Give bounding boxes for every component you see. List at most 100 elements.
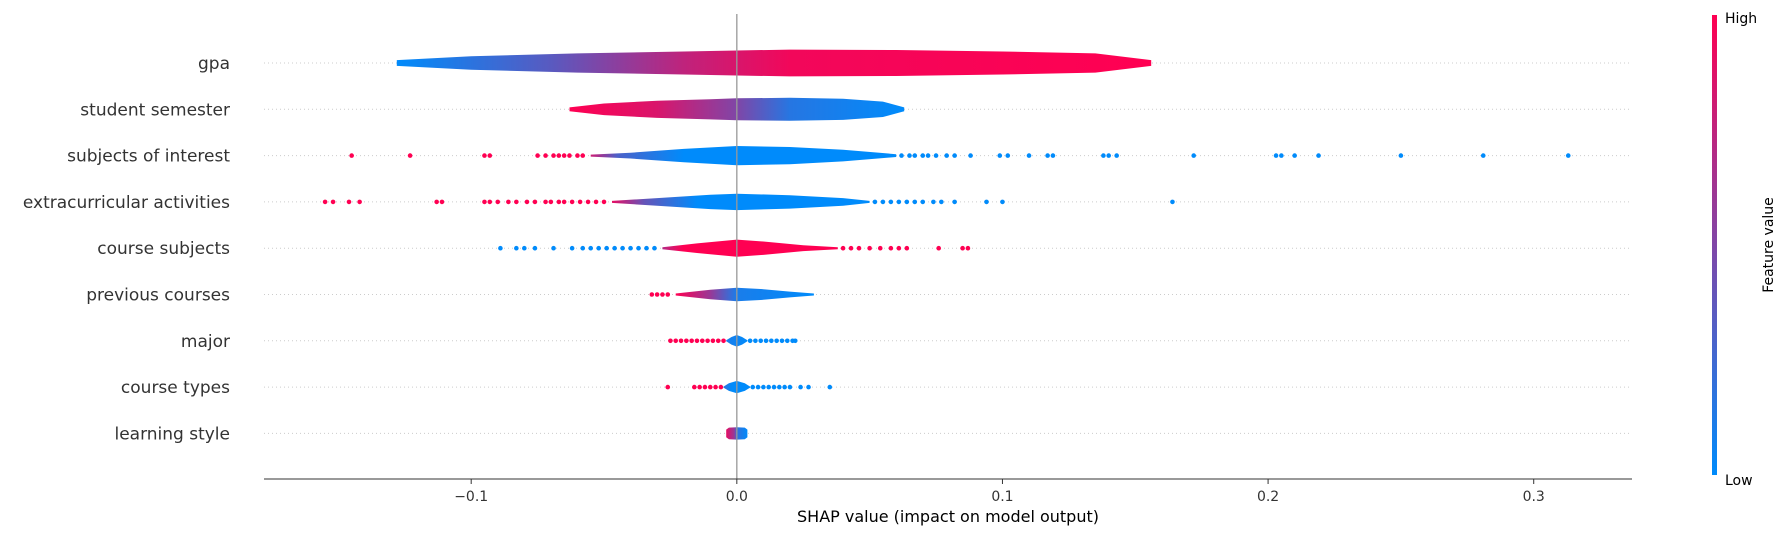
outlier-point	[707, 384, 713, 390]
outlier-point	[1565, 153, 1571, 158]
outlier-point	[668, 338, 673, 344]
outlier-point	[561, 199, 567, 205]
outlier-point	[798, 384, 803, 390]
violin-shape	[675, 287, 814, 302]
outlier-point	[612, 245, 617, 251]
outlier-point	[877, 245, 883, 251]
feature-label: course types	[121, 378, 230, 398]
colorbar-gradient	[1712, 15, 1717, 475]
outlier-point	[907, 153, 912, 158]
outlier-point	[944, 153, 949, 158]
violin-shape	[612, 193, 870, 211]
outlier-point	[1292, 153, 1297, 158]
outlier-point	[888, 245, 894, 251]
outlier-point	[1005, 153, 1011, 158]
outlier-point	[689, 338, 694, 344]
outlier-point	[699, 338, 705, 344]
outlier-point	[984, 199, 989, 205]
outlier-point	[888, 199, 894, 205]
outlier-point	[535, 153, 540, 158]
colorbar: High Low Feature value	[1712, 11, 1777, 489]
outlier-point	[577, 199, 583, 205]
outlier-point	[1101, 153, 1106, 158]
outlier-point	[649, 292, 655, 297]
feature-row: course types	[121, 378, 1632, 398]
outlier-point	[569, 199, 575, 205]
outlier-point	[755, 384, 761, 390]
outlier-point	[569, 245, 575, 251]
outlier-point	[585, 199, 591, 205]
outlier-point	[965, 245, 971, 251]
feature-row: course subjects	[97, 239, 1632, 259]
feature-row: previous courses	[86, 286, 1632, 306]
outlier-point	[715, 338, 721, 344]
outlier-point	[774, 338, 779, 344]
outlier-point	[692, 384, 697, 390]
colorbar-low-label: Low	[1725, 473, 1753, 489]
outlier-point	[575, 153, 580, 158]
outlier-point	[644, 245, 649, 251]
outlier-point	[1026, 153, 1032, 158]
outlier-point	[543, 153, 548, 158]
outlier-point	[899, 153, 904, 158]
outlier-point	[753, 338, 758, 344]
outlier-point	[556, 153, 562, 158]
colorbar-high-label: High	[1725, 11, 1757, 27]
outlier-point	[763, 338, 769, 344]
outlier-point	[925, 153, 931, 158]
outlier-point	[1480, 153, 1486, 158]
outlier-point	[561, 153, 567, 158]
x-tick-label: 0.2	[1257, 489, 1279, 505]
outlier-point	[997, 153, 1003, 158]
outlier-point	[721, 338, 726, 344]
x-axis-title: SHAP value (impact on model output)	[797, 507, 1099, 526]
violin-shape	[590, 146, 897, 166]
feature-row: learning style	[114, 424, 1632, 444]
outlier-point	[1279, 153, 1284, 158]
outlier-point	[1398, 153, 1404, 158]
outlier-point	[593, 199, 599, 205]
outlier-point	[487, 153, 493, 158]
x-tick-label: −0.1	[454, 489, 488, 505]
outlier-point	[487, 199, 493, 205]
x-tick-label: 0.1	[991, 489, 1013, 505]
feature-label: learning style	[114, 424, 230, 444]
outlier-point	[514, 199, 519, 205]
outlier-point	[872, 199, 878, 205]
outlier-point	[330, 199, 336, 205]
outlier-point	[434, 199, 439, 205]
x-axis: −0.1 0.0 0.1 0.2 0.3	[264, 478, 1632, 505]
x-tick-label: 0.3	[1523, 489, 1545, 505]
outlier-point	[904, 199, 910, 205]
outlier-point	[880, 199, 886, 205]
outlier-point	[665, 384, 671, 390]
outlier-point	[596, 245, 601, 251]
outlier-point	[766, 384, 771, 390]
outlier-point	[532, 199, 538, 205]
outlier-point	[1191, 153, 1197, 158]
outlier-point	[495, 199, 501, 205]
outlier-point	[792, 338, 798, 344]
outlier-point	[628, 245, 633, 251]
outlier-point	[936, 245, 942, 251]
outlier-point	[620, 245, 625, 251]
outlier-point	[678, 338, 684, 344]
outlier-point	[604, 245, 609, 251]
outlier-point	[357, 199, 362, 205]
outlier-point	[660, 292, 665, 297]
outlier-point	[806, 384, 811, 390]
outlier-point	[684, 338, 689, 344]
outlier-point	[673, 338, 679, 344]
outlier-point	[750, 384, 756, 390]
outlier-point	[514, 245, 519, 251]
outlier-point	[506, 199, 511, 205]
feature-label: course subjects	[97, 239, 230, 259]
feature-label: subjects of interest	[67, 147, 230, 167]
feature-row: extracurricular activities	[23, 193, 1632, 213]
outlier-point	[856, 245, 862, 251]
outlier-point	[524, 199, 530, 205]
outlier-point	[1050, 153, 1056, 158]
outlier-point	[580, 153, 586, 158]
outlier-point	[601, 199, 607, 205]
